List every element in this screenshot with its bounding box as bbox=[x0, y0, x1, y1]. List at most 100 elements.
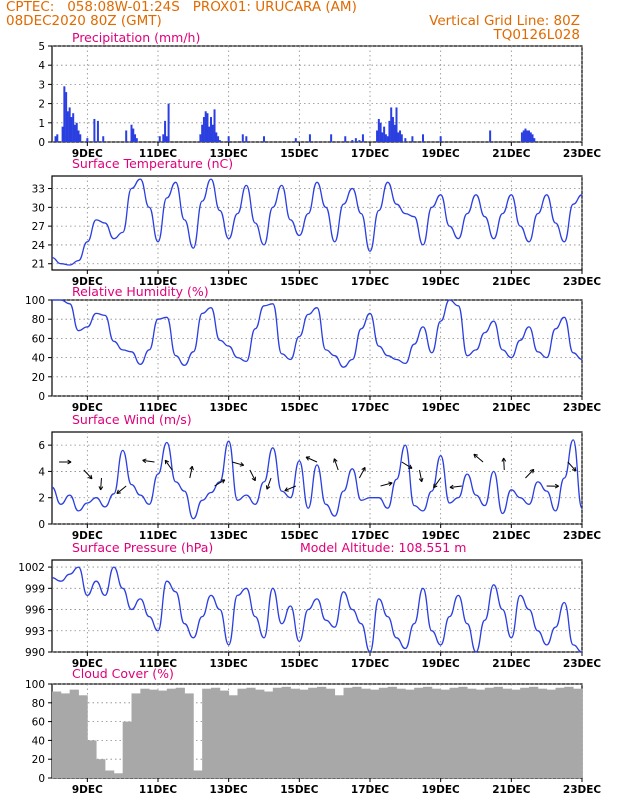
cloud-bar bbox=[264, 691, 274, 778]
panel-title: Precipitation (mm/h) bbox=[72, 30, 200, 45]
wind-arrow-head bbox=[189, 465, 194, 471]
wind-arrow bbox=[284, 485, 296, 492]
panel-subtitle: Model Altitude: 108.551 m bbox=[300, 540, 466, 555]
x-tick-label: 21DEC bbox=[492, 530, 531, 542]
wind-arrow-head bbox=[333, 458, 338, 463]
x-tick-label: 19DEC bbox=[422, 148, 461, 160]
precip-bar bbox=[66, 111, 69, 142]
y-tick-label: 100 bbox=[25, 679, 45, 691]
precip-bar bbox=[376, 130, 379, 142]
wind-arrow bbox=[189, 466, 193, 479]
precip-bar bbox=[162, 134, 165, 142]
series-line bbox=[51, 439, 583, 520]
y-tick-label: 0 bbox=[38, 137, 45, 149]
precip-bar bbox=[72, 113, 75, 142]
y-tick-label: 0 bbox=[38, 519, 45, 531]
cloud-bar bbox=[184, 693, 194, 778]
precip-bar bbox=[531, 134, 534, 142]
y-tick-label: 24 bbox=[32, 240, 46, 252]
cloud-bar bbox=[555, 687, 565, 778]
precip-bar bbox=[125, 130, 128, 142]
cloud-bar bbox=[370, 689, 380, 778]
y-tick-label: 80 bbox=[32, 314, 45, 326]
cloud-bar bbox=[529, 686, 539, 778]
precip-bar bbox=[388, 120, 391, 142]
y-tick-label: 60 bbox=[32, 333, 45, 345]
y-tick-label: 6 bbox=[38, 440, 45, 452]
header-grid-line: Vertical Grid Line: 80Z bbox=[429, 13, 580, 29]
precip-bar bbox=[204, 111, 207, 142]
y-tick-label: 40 bbox=[32, 735, 45, 747]
x-tick-label: 13DEC bbox=[210, 784, 249, 796]
wind-arrow bbox=[116, 485, 127, 494]
wind-arrow-head bbox=[433, 483, 438, 489]
x-tick-label: 19DEC bbox=[422, 402, 461, 414]
wind-arrow-head bbox=[265, 485, 271, 490]
wind-arrow-head bbox=[449, 484, 454, 490]
precip-bar bbox=[439, 136, 442, 142]
wind-arrow-head bbox=[142, 458, 147, 464]
cloud-bar bbox=[122, 721, 132, 778]
panel-title: Surface Temperature (nC) bbox=[72, 156, 233, 171]
x-tick-label: 9DEC bbox=[72, 530, 103, 542]
precip-bar bbox=[202, 117, 205, 142]
cloud-bar bbox=[255, 689, 265, 778]
x-tick-label: 23DEC bbox=[563, 402, 602, 414]
x-tick-label: 21DEC bbox=[492, 402, 531, 414]
panel-title: Surface Wind (m/s) bbox=[72, 412, 192, 427]
cloud-bar bbox=[511, 689, 521, 778]
y-tick-label: 40 bbox=[32, 353, 45, 365]
x-tick-label: 17DEC bbox=[351, 530, 390, 542]
wind-arrow bbox=[232, 461, 244, 466]
precip-bar bbox=[393, 124, 396, 142]
wind-arrow bbox=[418, 469, 423, 482]
cloud-bar bbox=[325, 688, 336, 778]
x-tick-label: 21DEC bbox=[492, 276, 531, 288]
cloud-bar bbox=[564, 686, 574, 778]
wind-arrow bbox=[249, 469, 256, 481]
cloud-bar bbox=[537, 688, 548, 778]
x-tick-label: 15DEC bbox=[280, 148, 319, 160]
x-tick-label: 17DEC bbox=[351, 658, 390, 670]
cloud-bar bbox=[202, 688, 212, 778]
cloud-bar bbox=[246, 687, 256, 778]
series-line bbox=[51, 299, 583, 368]
precip-bar bbox=[489, 130, 492, 142]
cloud-bar bbox=[405, 689, 415, 778]
x-tick-label: 15DEC bbox=[280, 784, 319, 796]
cloud-bar bbox=[281, 686, 291, 778]
y-tick-label: 20 bbox=[32, 754, 45, 766]
precip-bar bbox=[358, 140, 361, 142]
cloud-bar bbox=[149, 689, 159, 778]
y-tick-label: 0 bbox=[38, 773, 45, 785]
precip-bar bbox=[132, 128, 135, 142]
cloud-bar bbox=[423, 686, 433, 778]
precip-bar bbox=[79, 134, 82, 142]
x-tick-label: 13DEC bbox=[210, 658, 249, 670]
panel-frame bbox=[51, 175, 583, 271]
precip-bar bbox=[390, 107, 393, 142]
cloud-bar bbox=[78, 695, 88, 778]
x-tick-label: 17DEC bbox=[351, 402, 390, 414]
x-tick-label: 9DEC bbox=[72, 658, 103, 670]
cloud-bar bbox=[105, 770, 115, 778]
wind-arrow-head bbox=[67, 459, 72, 465]
wind-arrow-head bbox=[116, 489, 121, 495]
wind-arrow bbox=[100, 477, 102, 491]
precip-bar bbox=[218, 140, 221, 142]
y-tick-label: 27 bbox=[32, 221, 45, 233]
precip-bar bbox=[400, 134, 403, 142]
x-tick-label: 23DEC bbox=[563, 530, 602, 542]
cloud-bar bbox=[352, 686, 362, 778]
panel-frame bbox=[51, 45, 583, 143]
wind-arrow bbox=[401, 461, 413, 469]
x-tick-label: 11DEC bbox=[139, 784, 178, 796]
cloud-bar bbox=[193, 770, 203, 778]
cloud-bar bbox=[237, 688, 247, 778]
wind-arrow-head bbox=[361, 466, 366, 472]
precip-bar bbox=[63, 86, 66, 142]
precip-bar bbox=[135, 138, 138, 142]
cloud-bar bbox=[546, 689, 556, 778]
wind-arrow-head bbox=[571, 466, 577, 472]
precip-bar bbox=[75, 122, 78, 142]
